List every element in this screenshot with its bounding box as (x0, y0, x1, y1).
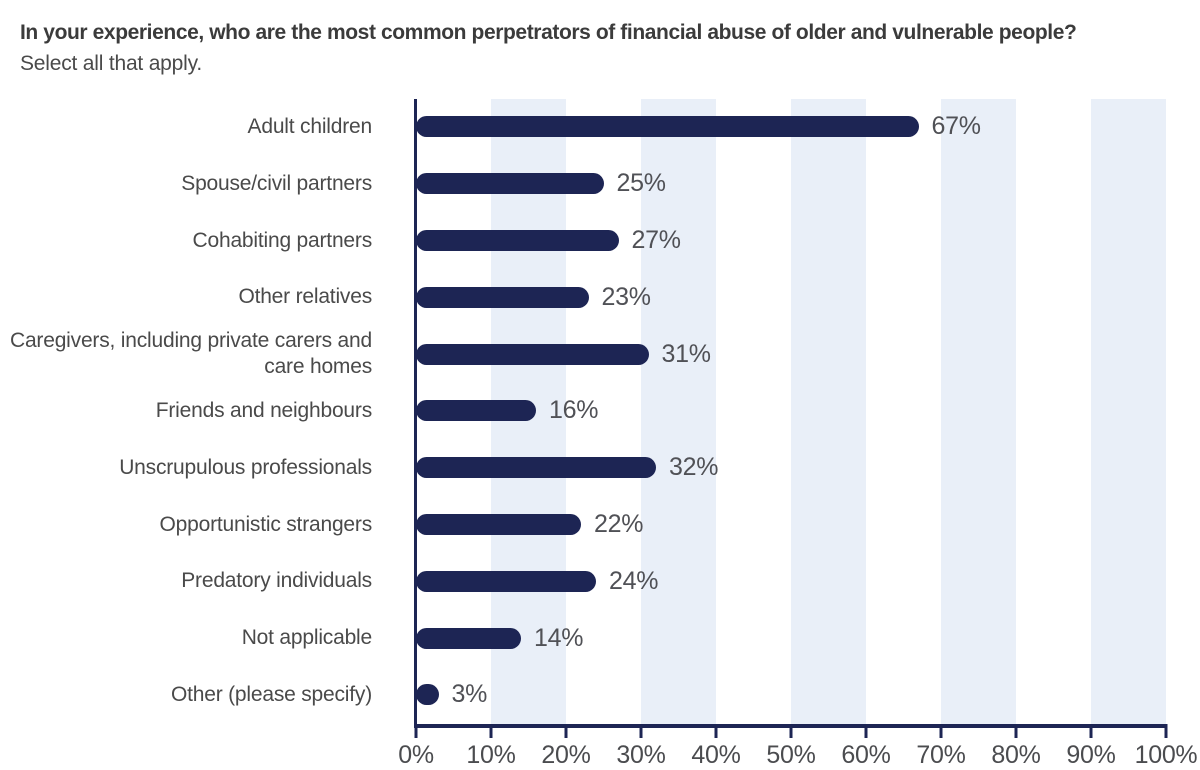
x-axis-tick-label: 100% (1134, 740, 1198, 769)
x-axis-tick (639, 723, 643, 738)
bar-track: 3% (416, 680, 487, 709)
category-label: Other (please specify) (170, 683, 372, 707)
chart-row: Caregivers, including private carers and… (0, 326, 1200, 383)
bar (416, 173, 604, 195)
question-subtitle: Select all that apply. (20, 52, 202, 76)
bar-track: 67% (416, 112, 981, 141)
bar (416, 116, 919, 138)
chart-row: Opportunistic strangers 22% (0, 496, 1200, 553)
bar-track: 16% (416, 396, 598, 425)
category-label: Friends and neighbours (155, 399, 372, 423)
value-label: 3% (451, 680, 488, 709)
x-axis: 0% 10% 20% 30% 40% 50% 60% 70% 80% 90% 100% (398, 723, 1198, 769)
category-label: Spouse/civil partners (181, 171, 372, 195)
chart-row: Spouse/civil partners 25% (0, 155, 1200, 212)
value-label: 27% (631, 225, 681, 254)
chart-row: Cohabiting partners 27% (0, 212, 1200, 269)
x-axis-tick-label: 90% (1066, 740, 1116, 769)
chart-header: In your experience, who are the most com… (0, 0, 1200, 78)
x-axis-tick-label: 70% (916, 740, 966, 769)
x-axis-tick-label: 50% (766, 740, 816, 769)
x-axis-tick (939, 723, 943, 738)
category-label: Other relatives (238, 285, 372, 309)
x-axis-tick-label: 60% (841, 740, 891, 769)
x-axis-tick (489, 723, 493, 738)
bar (416, 457, 656, 479)
bar (416, 343, 649, 365)
bar-track: 22% (416, 510, 643, 539)
x-axis-tick-label: 10% (466, 740, 516, 769)
chart-row: Other (please specify) 3% (0, 666, 1200, 723)
y-axis-line (414, 98, 417, 728)
category-label: Opportunistic strangers (159, 512, 373, 536)
bar (416, 513, 581, 535)
chart-row: Unscrupulous professionals 32% (0, 439, 1200, 496)
x-axis-tick (714, 723, 718, 738)
chart-rows: Adult children 67% Spouse/civil partners… (0, 99, 1200, 724)
chart-row: Adult children 67% (0, 99, 1200, 156)
category-label: Not applicable (241, 626, 372, 650)
bar (416, 286, 589, 308)
plot-band (941, 98, 1016, 724)
x-axis-tick-label: 30% (616, 740, 666, 769)
bar-track: 32% (416, 453, 718, 482)
chart-row: Predatory individuals 24% (0, 553, 1200, 610)
value-label: 24% (609, 566, 659, 595)
category-label: Predatory individuals (181, 569, 372, 593)
x-axis-tick-label: 0% (398, 740, 434, 769)
bar-track: 24% (416, 567, 658, 596)
plot-band (641, 98, 716, 724)
value-label: 31% (661, 339, 711, 368)
chart-row: Not applicable 14% (0, 610, 1200, 667)
bar (416, 570, 596, 592)
value-label: 16% (549, 396, 599, 425)
category-label: Unscrupulous professionals (119, 455, 372, 479)
bar-track: 25% (416, 169, 666, 198)
plot-band (791, 98, 866, 724)
x-axis-tick (1089, 723, 1093, 738)
x-axis-tick (1164, 723, 1168, 738)
category-label: Cohabiting partners (192, 228, 373, 252)
value-label: 22% (594, 509, 644, 538)
chart-row: Friends and neighbours 16% (0, 382, 1200, 439)
bar-track: 23% (416, 283, 651, 312)
bar (416, 229, 619, 251)
x-axis-tick-label: 20% (541, 740, 591, 769)
value-label: 32% (669, 453, 719, 482)
bar-track: 14% (416, 624, 583, 653)
x-axis-tick-label: 40% (691, 740, 741, 769)
x-axis-tick (864, 723, 868, 738)
value-label: 25% (616, 169, 666, 198)
x-axis-tick (789, 723, 793, 738)
value-label: 23% (601, 282, 651, 311)
bar-track: 27% (416, 226, 681, 255)
value-label: 14% (534, 623, 584, 652)
question-title: In your experience, who are the most com… (20, 21, 1077, 44)
chart-row: Other relatives 23% (0, 269, 1200, 326)
value-label: 67% (931, 112, 981, 141)
category-label: Adult children (247, 115, 373, 139)
bar-chart: Adult children 67% Spouse/civil partners… (0, 98, 1200, 769)
bar-track: 31% (416, 340, 711, 369)
x-axis-tick (564, 723, 568, 738)
bar (416, 627, 521, 649)
bar (416, 684, 439, 706)
x-axis-tick (414, 723, 418, 738)
plot-background (416, 98, 1166, 724)
bar (416, 400, 536, 422)
x-axis-tick-label: 80% (991, 740, 1041, 769)
x-axis-tick (1014, 723, 1018, 738)
category-label: Caregivers, including private carers and… (9, 329, 372, 379)
plot-band (1091, 98, 1166, 724)
